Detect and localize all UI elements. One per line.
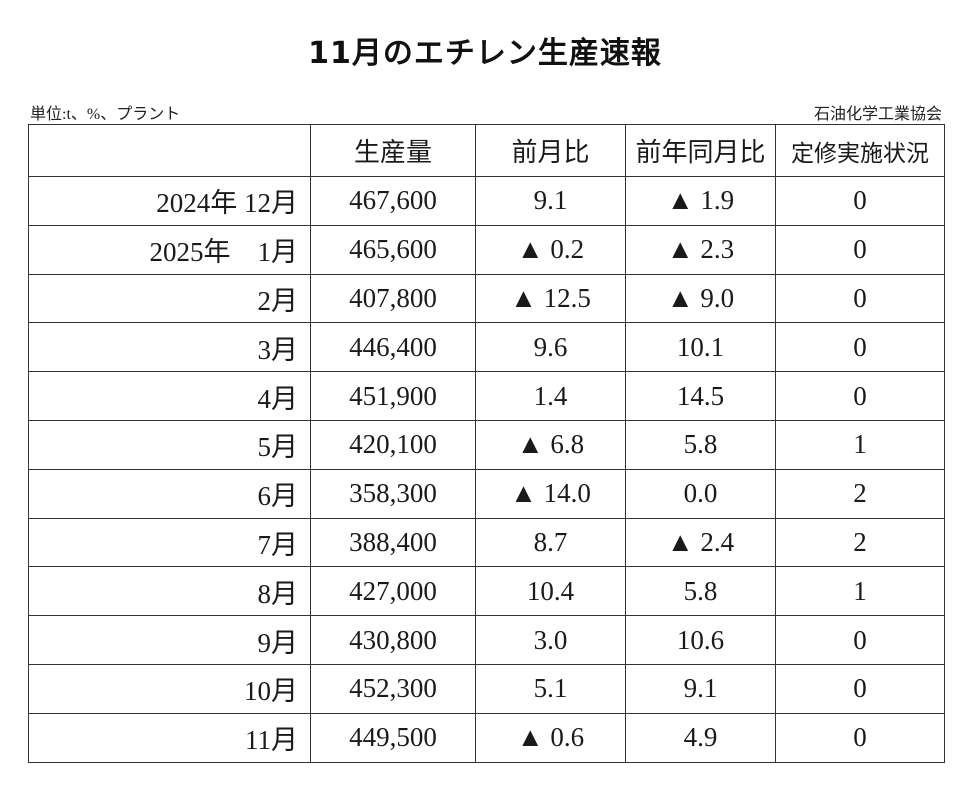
header-maintenance-status: 定修実施状況	[775, 124, 945, 177]
month-over-month-cell: 9.6	[475, 322, 626, 373]
month-over-month-cell: ▲ 0.2	[475, 224, 626, 275]
period-cell: 8月	[28, 566, 311, 617]
period-cell: 6月	[28, 468, 311, 519]
year-over-year-cell: 0.0	[625, 468, 776, 519]
year-over-year-cell: ▲ 2.4	[625, 517, 776, 568]
production-cell: 446,400	[310, 322, 476, 373]
maintenance-cell: 0	[775, 712, 945, 763]
table-row: 2024年 12月 467,600 9.1 ▲ 1.9 0	[28, 176, 945, 226]
period-cell: 3月	[28, 322, 311, 373]
month-over-month-cell: ▲ 12.5	[475, 273, 626, 324]
maintenance-cell: 0	[775, 615, 945, 665]
maintenance-cell: 1	[775, 566, 945, 617]
table-row: 8月 427,000 10.4 5.8 1	[28, 566, 945, 617]
table-row: 2月 407,800 ▲ 12.5 ▲ 9.0 0	[28, 273, 945, 324]
production-cell: 430,800	[310, 615, 476, 665]
unit-label: 単位:t、%、プラント	[30, 106, 181, 123]
maintenance-cell: 2	[775, 517, 945, 568]
production-cell: 407,800	[310, 273, 476, 324]
header-period	[28, 124, 311, 177]
year-over-year-cell: ▲ 1.9	[625, 176, 776, 226]
ethylene-production-table: 生産量 前月比 前年同月比 定修実施状況 2024年 12月 467,600 9.1…	[28, 124, 945, 763]
maintenance-cell: 0	[775, 663, 945, 714]
year-over-year-cell: 10.6	[625, 615, 776, 665]
year-over-year-cell: ▲ 9.0	[625, 273, 776, 324]
production-cell: 388,400	[310, 517, 476, 568]
production-cell: 449,500	[310, 712, 476, 763]
year-over-year-cell: 9.1	[625, 663, 776, 714]
maintenance-cell: 1	[775, 419, 945, 470]
page-title: 11月のエチレン生産速報	[308, 36, 662, 71]
maintenance-cell: 0	[775, 371, 945, 421]
maintenance-cell: 2	[775, 468, 945, 519]
year-over-year-cell: 5.8	[625, 419, 776, 470]
year-over-year-cell: 4.9	[625, 712, 776, 763]
production-cell: 420,100	[310, 419, 476, 470]
header-month-over-month: 前月比	[475, 124, 626, 177]
maintenance-cell: 0	[775, 273, 945, 324]
header-year-over-year: 前年同月比	[625, 124, 776, 177]
production-cell: 358,300	[310, 468, 476, 519]
month-over-month-cell: ▲ 0.6	[475, 712, 626, 763]
production-cell: 452,300	[310, 663, 476, 714]
period-cell: 2024年 12月	[28, 176, 311, 226]
maintenance-cell: 0	[775, 176, 945, 226]
month-over-month-cell: 5.1	[475, 663, 626, 714]
period-cell: 7月	[28, 517, 311, 568]
table-row: 2025年 1月 465,600 ▲ 0.2 ▲ 2.3 0	[28, 224, 945, 275]
year-over-year-cell: 14.5	[625, 371, 776, 421]
period-cell: 9月	[28, 615, 311, 665]
year-over-year-cell: ▲ 2.3	[625, 224, 776, 275]
month-over-month-cell: 3.0	[475, 615, 626, 665]
table-row: 10月 452,300 5.1 9.1 0	[28, 663, 945, 714]
maintenance-cell: 0	[775, 322, 945, 373]
table-body: 2024年 12月 467,600 9.1 ▲ 1.9 0 2025年 1月 465,600…	[28, 176, 945, 763]
period-cell: 11月	[28, 712, 311, 763]
month-over-month-cell: 10.4	[475, 566, 626, 617]
month-over-month-cell: ▲ 14.0	[475, 468, 626, 519]
header-production: 生産量	[310, 124, 476, 177]
maintenance-cell: 0	[775, 224, 945, 275]
table-row: 6月 358,300 ▲ 14.0 0.0 2	[28, 468, 945, 519]
month-over-month-cell: 8.7	[475, 517, 626, 568]
year-over-year-cell: 5.8	[625, 566, 776, 617]
table-row: 11月 449,500 ▲ 0.6 4.9 0	[28, 712, 945, 763]
month-over-month-cell: ▲ 6.8	[475, 419, 626, 470]
table-row: 9月 430,800 3.0 10.6 0	[28, 615, 945, 665]
production-cell: 465,600	[310, 224, 476, 275]
period-cell: 2月	[28, 273, 311, 324]
table-row: 4月 451,900 1.4 14.5 0	[28, 371, 945, 421]
period-cell: 2025年 1月	[28, 224, 311, 275]
table-row: 3月 446,400 9.6 10.1 0	[28, 322, 945, 373]
table-row: 5月 420,100 ▲ 6.8 5.8 1	[28, 419, 945, 470]
production-cell: 427,000	[310, 566, 476, 617]
production-cell: 467,600	[310, 176, 476, 226]
table-row: 7月 388,400 8.7 ▲ 2.4 2	[28, 517, 945, 568]
period-cell: 5月	[28, 419, 311, 470]
year-over-year-cell: 10.1	[625, 322, 776, 373]
table-header-row: 生産量 前月比 前年同月比 定修実施状況	[28, 124, 945, 177]
period-cell: 10月	[28, 663, 311, 714]
month-over-month-cell: 1.4	[475, 371, 626, 421]
production-cell: 451,900	[310, 371, 476, 421]
period-cell: 4月	[28, 371, 311, 421]
source-organization: 石油化学工業協会	[813, 106, 942, 123]
month-over-month-cell: 9.1	[475, 176, 626, 226]
